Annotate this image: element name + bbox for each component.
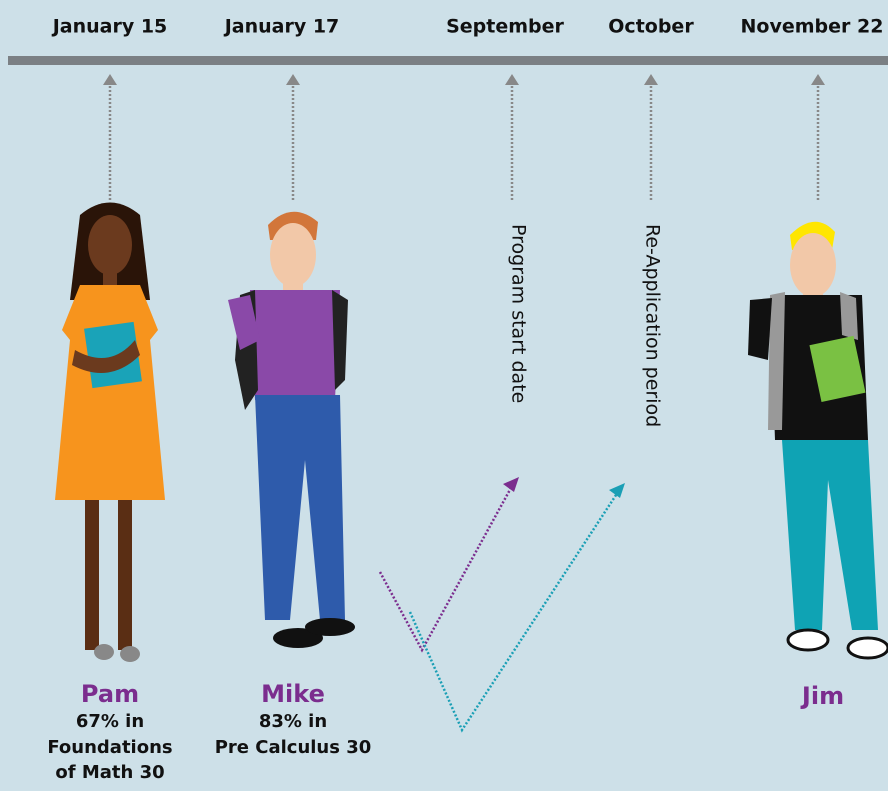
infographic: January 15 January 17 September October …	[0, 0, 888, 791]
person-detail: of Math 30	[55, 762, 164, 783]
timeline-label: November 22	[741, 16, 884, 38]
milestone-label: Program start date	[508, 224, 530, 403]
person-detail: Foundations	[47, 737, 172, 758]
timeline-label: January 15	[51, 16, 168, 38]
person-name: Pam	[81, 680, 139, 708]
timeline-bar	[8, 56, 888, 65]
person-detail: 83% in	[259, 711, 327, 732]
person-name: Jim	[800, 682, 844, 710]
timeline-label: October	[608, 16, 694, 38]
milestone-label: Re-Application period	[642, 224, 664, 427]
timeline-label: September	[446, 16, 564, 38]
person-name: Mike	[261, 680, 325, 708]
person-detail: Pre Calculus 30	[215, 737, 372, 758]
timeline-label: January 17	[223, 16, 340, 38]
person-detail: 67% in	[76, 711, 144, 732]
